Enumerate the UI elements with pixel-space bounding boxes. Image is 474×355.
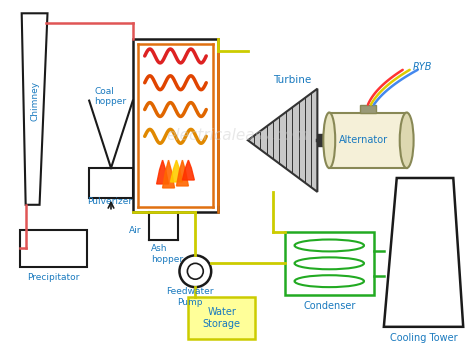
Text: Chimney: Chimney: [30, 81, 39, 121]
Bar: [318, 134, 329, 146]
Text: RYB: RYB: [412, 62, 432, 72]
Polygon shape: [171, 160, 182, 182]
Text: Feedwater
Pump: Feedwater Pump: [165, 287, 213, 306]
Circle shape: [180, 255, 211, 287]
Text: Pulverizer: Pulverizer: [87, 197, 132, 206]
Text: Coal
hopper: Coal hopper: [94, 87, 126, 106]
Text: Turbine: Turbine: [273, 75, 311, 85]
Bar: [133, 39, 218, 212]
Polygon shape: [384, 178, 463, 327]
Text: Air: Air: [128, 226, 141, 235]
Bar: [89, 168, 133, 198]
Text: Condenser: Condenser: [303, 301, 356, 311]
Polygon shape: [156, 160, 169, 184]
Polygon shape: [176, 160, 188, 186]
Bar: [188, 297, 255, 339]
Text: Precipitator: Precipitator: [27, 273, 80, 282]
Bar: [329, 113, 407, 168]
Text: Cooling Tower: Cooling Tower: [390, 333, 457, 343]
Bar: [284, 231, 374, 295]
Text: electricaleasy.com: electricaleasy.com: [166, 128, 308, 143]
Text: Water
Storage: Water Storage: [202, 307, 241, 329]
Text: Alternator: Alternator: [339, 135, 388, 145]
Polygon shape: [182, 160, 194, 180]
Text: Ash
hopper: Ash hopper: [151, 245, 183, 264]
Bar: [360, 105, 376, 113]
Ellipse shape: [323, 113, 335, 168]
Polygon shape: [248, 89, 318, 192]
Polygon shape: [22, 13, 47, 205]
Ellipse shape: [400, 113, 414, 168]
Circle shape: [187, 263, 203, 279]
Bar: [20, 230, 87, 267]
Polygon shape: [163, 160, 174, 188]
